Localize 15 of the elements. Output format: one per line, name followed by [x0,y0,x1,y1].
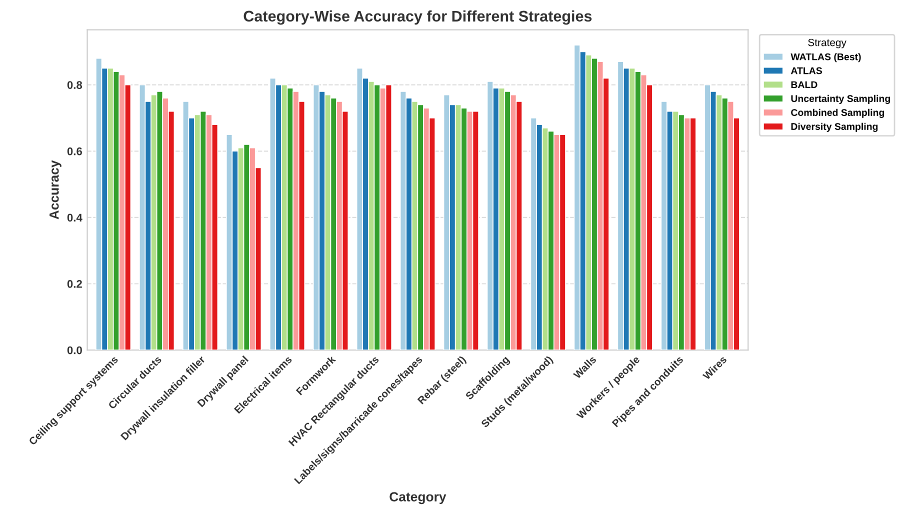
y-tick-label: 0.4 [67,214,82,222]
x-axis-title: Category [390,492,446,504]
chart-title: Category-Wise Accuracy for Different Strategies [244,10,592,25]
legend-label: Diversity Sampling [791,122,878,132]
legend-label: ATLAS [790,67,822,74]
legend-label: Uncertainty Sampling [791,94,890,104]
legend-label: WATLAS (Best) [790,53,861,62]
y-tick-label: 0.2 [67,280,82,288]
legend-title: Strategy [808,38,846,48]
y-tick-label: 0.6 [67,147,82,156]
y-tick-label: 0.0 [67,346,82,354]
legend-label: Combined Sampling [791,108,884,118]
y-axis-title: Accuracy [50,160,62,220]
legend-label: BALD [791,81,818,88]
y-tick-label: 0.8 [67,81,82,89]
